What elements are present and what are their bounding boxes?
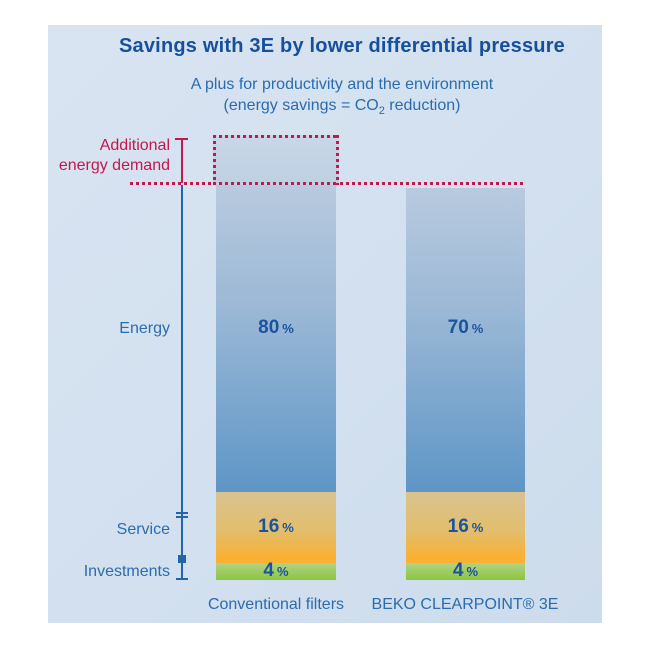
axis-marker-investments bbox=[178, 555, 186, 563]
percent-sign: % bbox=[471, 321, 484, 336]
additional-energy-label: Additional energy demand bbox=[48, 136, 170, 176]
bar-conventional-investments-segment bbox=[216, 563, 336, 580]
additional-energy-box-border-right bbox=[336, 135, 339, 185]
row-label-service: Service bbox=[116, 521, 170, 538]
axis-tick-service-start bbox=[176, 516, 188, 518]
co2-subscript: 2 bbox=[378, 105, 385, 118]
subtitle-line1: A plus for productivity and the environm… bbox=[190, 76, 494, 93]
axis-line bbox=[181, 185, 183, 580]
percent-sign: % bbox=[466, 564, 479, 579]
value-number: 16 bbox=[258, 516, 280, 537]
value-number: 80 bbox=[258, 317, 280, 338]
axis-tick-bottom bbox=[176, 578, 188, 580]
subtitle-line2: (energy savings = CO2 reduction) bbox=[82, 95, 602, 122]
chart-panel: Savings with 3E by lower differential pr… bbox=[48, 25, 602, 623]
value-beko-energy: 70% bbox=[406, 318, 525, 339]
chart-title: Savings with 3E by lower differential pr… bbox=[119, 35, 565, 57]
additional-energy-label-line1: Additional bbox=[99, 137, 170, 154]
value-beko-investments: 4% bbox=[406, 561, 525, 582]
value-conventional-energy: 80% bbox=[216, 318, 336, 339]
additional-energy-box-border-bottom bbox=[213, 182, 339, 185]
additional-energy-bracket bbox=[181, 139, 183, 183]
bar-beko-energy-segment bbox=[406, 188, 525, 492]
category-label-conventional-filters: Conventional filters bbox=[207, 596, 345, 613]
value-number: 70 bbox=[447, 317, 469, 338]
value-number: 4 bbox=[452, 560, 464, 581]
value-number: 4 bbox=[263, 560, 274, 581]
percent-sign: % bbox=[282, 520, 294, 535]
chart-header: Savings with 3E by lower differential pr… bbox=[48, 35, 602, 122]
row-label-investments: Investments bbox=[83, 563, 170, 580]
value-beko-service: 16% bbox=[406, 517, 525, 538]
bar-beko-service-segment bbox=[406, 492, 525, 563]
subtitle-line2-prefix: (energy savings = CO bbox=[223, 97, 379, 114]
bar-conventional-filters bbox=[216, 185, 336, 580]
category-label-beko-clearpoint: BEKO CLEARPOINT® 3E bbox=[371, 596, 559, 613]
axis-tick-energy-end bbox=[176, 512, 188, 514]
bar-beko-clearpoint bbox=[406, 188, 525, 580]
additional-energy-box-border-top bbox=[213, 135, 339, 138]
value-conventional-service: 16% bbox=[216, 517, 336, 538]
subtitle-line2-suffix: reduction) bbox=[384, 97, 461, 114]
percent-sign: % bbox=[277, 564, 289, 579]
value-number: 16 bbox=[447, 516, 469, 537]
additional-energy-box-border-left bbox=[213, 135, 216, 185]
bar-beko-investments-segment bbox=[406, 563, 525, 580]
percent-sign: % bbox=[471, 520, 484, 535]
row-label-energy: Energy bbox=[119, 320, 170, 337]
percent-sign: % bbox=[282, 321, 294, 336]
chart-subtitle: A plus for productivity and the environm… bbox=[82, 74, 602, 122]
bar-conventional-service-segment bbox=[216, 492, 336, 563]
bar-conventional-energy-segment bbox=[216, 185, 336, 492]
additional-energy-label-line2: energy demand bbox=[58, 157, 170, 174]
additional-energy-box bbox=[213, 135, 339, 185]
value-conventional-investments: 4% bbox=[216, 561, 336, 582]
